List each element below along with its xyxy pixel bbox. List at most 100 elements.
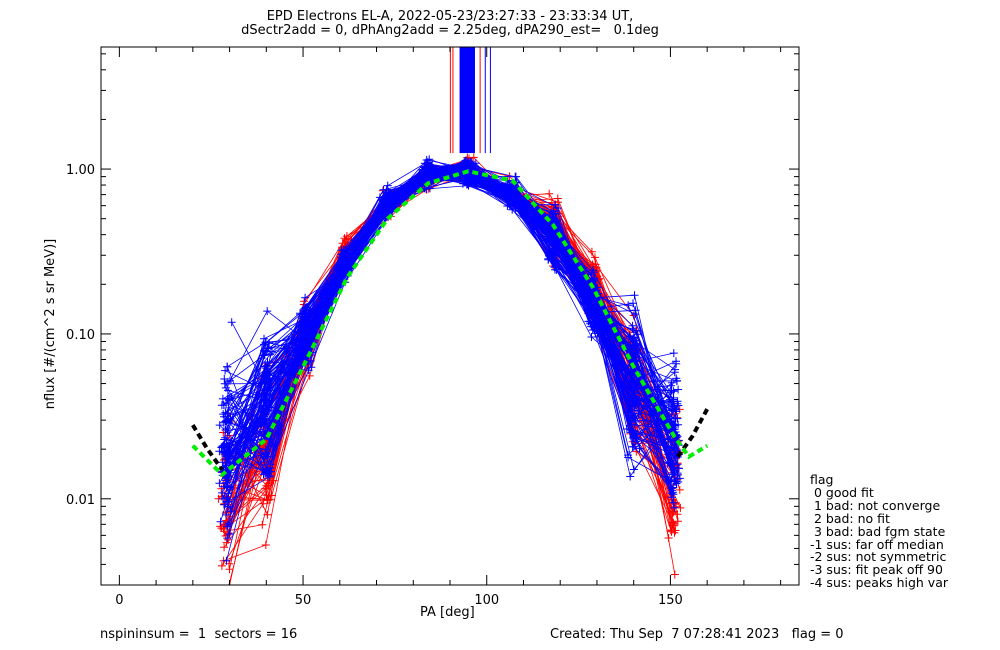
blue-series-marker: [670, 444, 679, 453]
blue-series-marker: [301, 293, 310, 302]
footer-right-info: Created: Thu Sep 7 07:28:41 2023 flag = …: [550, 627, 844, 642]
red-series-marker: [670, 570, 679, 579]
blue-series-marker: [669, 393, 678, 402]
flag-legend-item: 0 good fit: [810, 484, 874, 500]
chart-title-line-2: dSectr2add = 0, dPhAng2add = 2.25deg, dP…: [241, 23, 659, 38]
blue-series-marker: [266, 386, 275, 395]
blue-series-marker: [635, 444, 644, 453]
blue-series-marker: [629, 299, 637, 308]
blue-series-marker: [670, 402, 679, 411]
blue-series-marker: [674, 478, 683, 486]
blue-series-marker: [466, 174, 475, 183]
blue-series-marker: [225, 519, 233, 528]
blue-series-marker: [302, 315, 311, 324]
blue-series-marker: [667, 386, 676, 395]
blue-series-marker: [383, 181, 392, 190]
red-series-marker: [669, 508, 678, 517]
blue-series-marker: [628, 426, 637, 435]
blue-series-line: [227, 162, 675, 477]
blue-series-line: [227, 170, 671, 482]
blue-series-marker: [222, 556, 231, 565]
red-series-marker: [305, 371, 314, 380]
blue-series-marker: [670, 368, 679, 377]
blue-series-marker: [268, 347, 276, 356]
y-tick-label: 1.00: [66, 163, 95, 178]
flag-legend-item: -3 sus: fit peak off 90: [810, 562, 943, 578]
blue-series-line: [222, 161, 674, 400]
red-series-marker: [342, 235, 351, 244]
blue-series-marker: [221, 443, 230, 452]
blue-series-marker: [630, 406, 639, 415]
blue-series-marker: [265, 416, 274, 425]
x-tick-label: 50: [295, 593, 312, 608]
blue-series-marker: [628, 442, 637, 451]
blue-series-marker: [674, 385, 683, 394]
blue-series-marker: [299, 321, 308, 330]
blue-series-marker: [549, 229, 558, 238]
blue-series-marker: [221, 478, 230, 487]
blue-series-marker: [507, 193, 516, 202]
blue-series-marker: [261, 445, 270, 454]
blue-series-marker: [426, 170, 435, 178]
blue-series-marker: [669, 387, 678, 396]
blue-series-marker: [225, 530, 234, 538]
blue-series-line: [228, 166, 672, 524]
blue-series-marker: [223, 394, 232, 403]
blue-series-marker: [672, 357, 680, 366]
blue-series-marker: [296, 310, 305, 319]
blue-series-marker: [554, 204, 563, 213]
blue-series-marker: [629, 465, 638, 474]
flag-legend-item: 2 bad: no fit: [810, 510, 890, 526]
blue-series-marker: [669, 498, 678, 507]
blue-series-marker: [260, 457, 269, 466]
blue-series-marker: [260, 395, 269, 404]
y-axis-label: nflux [#/(cm^2 s sr MeV)]: [43, 239, 58, 409]
blue-series-marker: [630, 378, 639, 386]
blue-series-marker: [215, 421, 224, 430]
flag-legend-item: 1 bad: not converge: [810, 497, 941, 513]
blue-series-marker: [627, 386, 635, 395]
green-fit-curve: [191, 169, 709, 478]
chart-title-line-1: EPD Electrons EL-A, 2022-05-23/23:27:33 …: [266, 9, 634, 24]
blue-series-marker: [631, 340, 640, 349]
flag-legend-title: flag: [810, 472, 834, 487]
blue-series-marker: [223, 428, 232, 437]
red-series-marker: [673, 510, 682, 519]
blue-series-marker: [420, 159, 429, 168]
blue-series-marker: [669, 483, 678, 492]
red-series-marker: [220, 527, 229, 536]
blue-series-marker: [670, 503, 679, 512]
blue-series-marker: [551, 209, 560, 218]
y-tick-label: 0.10: [66, 328, 95, 343]
blue-series-marker: [220, 435, 229, 444]
x-tick-label: 150: [658, 593, 683, 608]
flag-legend: flag 0 good fit 1 bad: not converge 2 ba…: [810, 472, 948, 590]
red-series-marker: [220, 543, 229, 552]
red-series-marker: [591, 253, 599, 262]
blue-series-marker: [218, 488, 227, 497]
blue-series-marker: [222, 510, 230, 519]
blue-series-marker: [629, 434, 638, 442]
blue-series-marker: [552, 256, 561, 265]
x-axis-label: PA [deg]: [420, 605, 475, 620]
black-fit-right: [676, 408, 709, 458]
axes-layer: 0 50 100 150 0.01 0.10 1.00 nflux [#/(cm^2 s sr…: [43, 46, 800, 608]
blue-series-marker: [586, 309, 595, 318]
blue-series-marker: [459, 159, 468, 168]
blue-series-marker: [263, 469, 272, 478]
blue-series-marker: [425, 170, 433, 179]
blue-series-marker: [300, 322, 309, 331]
blue-series-marker: [630, 291, 639, 300]
blue-series-marker: [221, 408, 230, 417]
blue-series-marker: [339, 263, 348, 272]
red-series-marker: [225, 565, 234, 574]
blue-series-marker: [227, 318, 236, 327]
red-series-marker: [261, 541, 270, 549]
flag-legend-item: -1 sus: far off median: [810, 536, 944, 552]
blue-series-marker: [344, 254, 353, 263]
blue-series-marker: [667, 493, 676, 502]
blue-series-marker: [632, 339, 641, 348]
blue-series-marker: [337, 246, 346, 255]
blue-series-marker: [631, 417, 640, 426]
blue-series-marker: [425, 155, 434, 164]
